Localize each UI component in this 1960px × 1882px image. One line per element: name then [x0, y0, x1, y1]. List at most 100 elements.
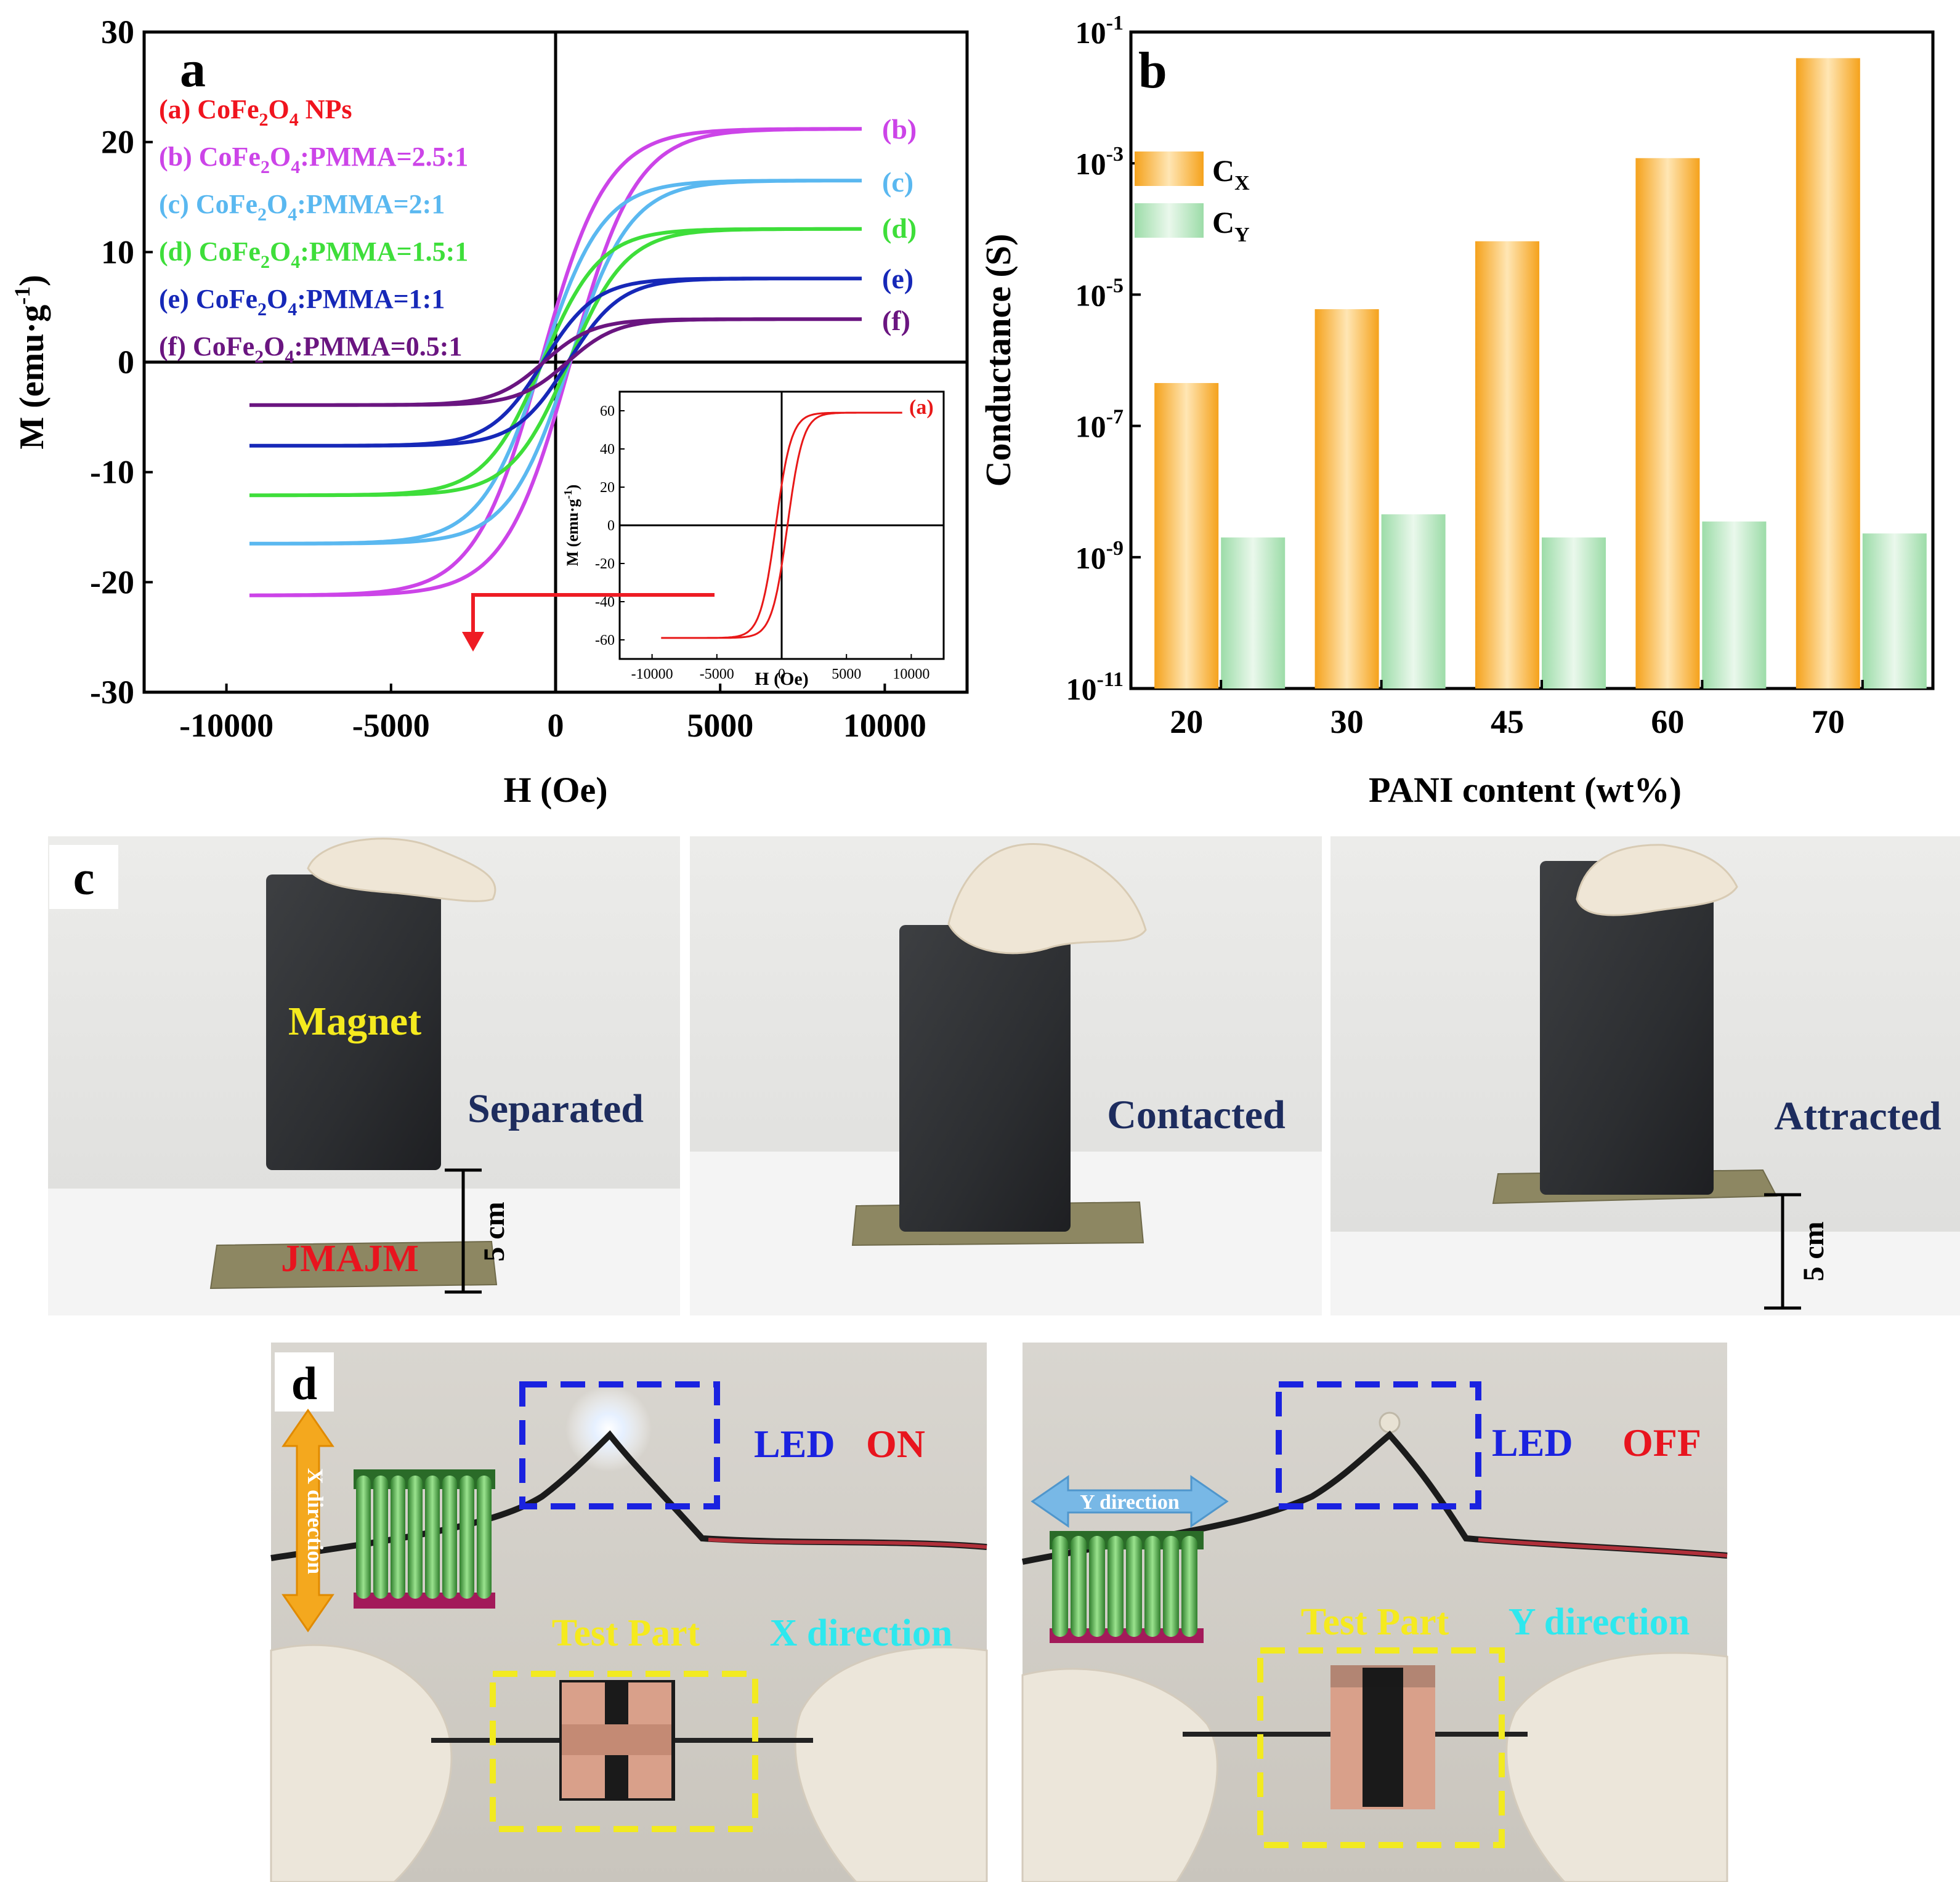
panel-letter-d: d — [291, 1358, 317, 1410]
y-tick-label-b: 10-3 — [1075, 143, 1124, 181]
axis-ticks: -10000 -5000 0 5000 10000 30 20 10 0 -10 -20 -30 — [90, 14, 967, 744]
curve-tag: (c) — [882, 166, 913, 198]
x-tick-label: -5000 — [352, 707, 430, 744]
axis-ticks-b: 20 30 45 60 70 10-1 10-3 10-5 10-7 10-9 10-11 — [1066, 12, 1864, 740]
y-tick-label: 10 — [101, 233, 134, 270]
test-part-highlight-box — [1257, 1647, 1505, 1848]
led-highlight-box — [1276, 1381, 1481, 1509]
x-tick-label: 10000 — [843, 707, 926, 744]
hysteresis-curves — [249, 127, 862, 597]
distance-label: 5 cm — [478, 1201, 511, 1261]
glove-hand-icon — [947, 843, 1147, 955]
led-label: LED — [754, 1422, 835, 1466]
led-highlight-box — [519, 1381, 720, 1509]
legend-entry: (b) CoFe2O4:PMMA=2.5:1 — [159, 142, 468, 177]
fiber-array-icon — [354, 1469, 495, 1609]
inset-x-tick-label: -5000 — [700, 666, 734, 682]
x-tick-label: 5000 — [687, 707, 753, 744]
glove-hand-icon — [1505, 1652, 1728, 1882]
y-tick-label: -10 — [90, 454, 134, 491]
curve-tag: (f) — [882, 305, 910, 336]
x-tick-label-b: 45 — [1491, 703, 1524, 740]
inset-x-label: H (Oe) — [755, 669, 808, 689]
inset-y-tick-label: 0 — [607, 518, 615, 534]
legend-entry: (d) CoFe2O4:PMMA=1.5:1 — [159, 236, 468, 272]
inset-axis-ticks: -10000 -5000 0 5000 10000 60 40 20 0 -20 -40 -60 — [595, 392, 944, 682]
y-direction-arrow-icon — [1031, 1475, 1229, 1528]
inset-x-tick-label: -10000 — [631, 666, 673, 682]
state-separated: Separated — [468, 1086, 644, 1131]
curve-tag: (b) — [882, 113, 917, 145]
arrow-head-icon — [462, 632, 484, 652]
panel-c-photos: c Magnet Separated JMAJM 5 cm Contacted … — [48, 836, 1960, 1315]
x-tick-label-b: 30 — [1330, 703, 1364, 740]
bar-CY-20 — [1221, 537, 1286, 689]
magnet-icon — [899, 925, 1071, 1232]
photo-y-direction: LED OFF Y direction Test Part Y directio… — [1021, 1343, 1728, 1882]
hysteresis-series-d — [249, 227, 862, 498]
legend-entry-b: CX — [1212, 153, 1250, 195]
bar-CX-60 — [1635, 158, 1700, 689]
inset-y-tick-label: -20 — [595, 556, 615, 572]
panel-letter-b: b — [1138, 42, 1167, 99]
photo-contacted: Contacted — [690, 836, 1322, 1315]
y-tick-label: 0 — [118, 344, 134, 381]
inset-x-tick-label: 5000 — [832, 666, 861, 682]
test-part-highlight-box — [490, 1671, 758, 1832]
inset-y-label: M (emu·g-1) — [562, 485, 581, 567]
x-tick-label-b: 70 — [1812, 703, 1845, 740]
curve-tags: (b) (c) (d) (e) (f) — [882, 113, 917, 336]
legend-entry: (a) CoFe2O4 NPs — [159, 94, 352, 130]
hysteresis-series-c — [249, 179, 862, 546]
inset-x-tick-label: 0 — [778, 666, 785, 682]
bar-CX-30 — [1314, 309, 1379, 689]
inset-y-tick-label: -60 — [595, 632, 615, 648]
x-axis-label: H (Oe) — [503, 770, 607, 810]
panel-letter-a: a — [180, 41, 206, 98]
y-tick-label: -20 — [90, 563, 134, 600]
photo-separated: c Magnet Separated JMAJM 5 cm — [48, 836, 680, 1315]
distance-label: 5 cm — [1797, 1221, 1830, 1281]
y-tick-label: 30 — [101, 14, 134, 50]
hysteresis-series-b — [249, 127, 862, 597]
y-axis-label-b: Conductance (S) — [978, 234, 1018, 487]
x-axis-label-b: PANI content (wt%) — [1369, 770, 1682, 810]
state-attracted: Attracted — [1774, 1094, 1941, 1139]
inset-curve — [661, 411, 902, 639]
glove-hand-icon — [1021, 1668, 1218, 1882]
direction-label-y: Y direction — [1508, 1601, 1690, 1643]
legend-entry: (c) CoFe2O4:PMMA=2:1 — [159, 189, 445, 225]
inset-pointer-arrow — [471, 593, 715, 634]
glove-hand-icon — [270, 1644, 453, 1882]
glove-hand-icon — [1576, 844, 1738, 916]
legend: (a) CoFe2O4 NPs (b) CoFe2O4:PMMA=2.5:1 (c)… — [159, 94, 468, 367]
y-tick-label-b: 10-5 — [1075, 274, 1124, 312]
inset-y-tick-label: -40 — [595, 594, 615, 610]
x-tick-label: -10000 — [179, 707, 273, 744]
y-tick-label-b: 10-7 — [1075, 406, 1124, 444]
y-tick-label-b: 10-9 — [1075, 537, 1124, 575]
legend-b: CX CY — [1135, 151, 1250, 246]
inset-y-tick-label: 60 — [600, 403, 615, 419]
photo-attracted: Attracted 5 cm — [1330, 836, 1960, 1315]
inset-curve-tag: (a) — [909, 396, 934, 419]
panel-b-conductance-chart: 20 30 45 60 70 10-1 10-3 10-5 10-7 10-9 10-11 b CX… — [978, 12, 1935, 810]
inset-chart: -10000 -5000 0 5000 10000 60 40 20 0 -20 -40 -60 (a… — [562, 390, 945, 689]
magnet-label: Magnet — [288, 999, 421, 1044]
sample-label: JMAJM — [281, 1238, 419, 1280]
inset-y-tick-label: 20 — [600, 480, 615, 496]
hysteresis-series-a — [661, 411, 902, 639]
glove-hand-icon — [794, 1646, 988, 1882]
inset-y-tick-label: 40 — [600, 442, 615, 458]
x-tick-label-b: 20 — [1170, 703, 1203, 740]
led-state-on: ON — [866, 1422, 925, 1466]
x-direction-arrow-label: X direction — [303, 1468, 328, 1574]
glove-hand-icon — [307, 838, 496, 902]
bars — [1154, 58, 1927, 689]
bar-CX-45 — [1475, 241, 1539, 689]
y-tick-label: -30 — [90, 674, 134, 711]
photo-x-direction: d LED ON X direction Test Part X direc — [270, 1343, 988, 1882]
panel-d-photos: d LED ON X direction Test Part X direc — [270, 1343, 1728, 1882]
legend-entry: (e) CoFe2O4:PMMA=1:1 — [159, 284, 445, 320]
